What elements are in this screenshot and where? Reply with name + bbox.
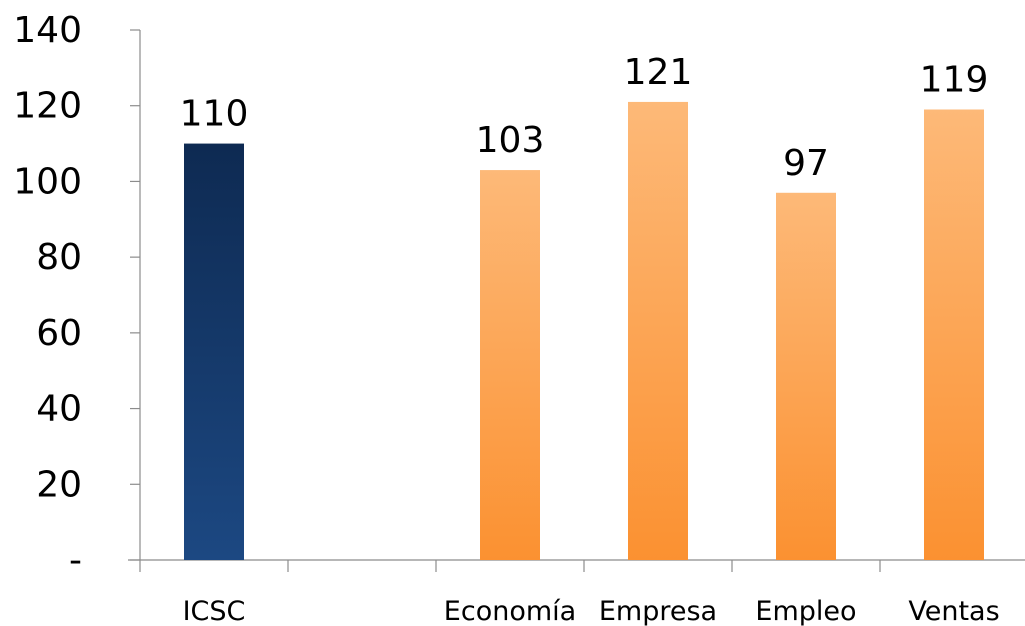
x-category-label: Empleo	[755, 596, 856, 626]
data-label: 119	[920, 60, 989, 101]
y-tick-label: 140	[13, 10, 82, 51]
x-category-label: Empresa	[599, 596, 717, 626]
data-label: 103	[476, 120, 545, 161]
y-tick-label: -	[69, 540, 82, 581]
data-labels: 110 103 121 97 119	[180, 52, 989, 184]
bar-economia	[480, 170, 540, 561]
y-tick-label: 40	[36, 389, 82, 430]
y-tick-label: 60	[36, 313, 82, 354]
x-axis-ticks: ICSC Economía Empresa Empleo Ventas	[139, 560, 1000, 626]
y-tick-label: 100	[13, 161, 82, 202]
x-category-label: Ventas	[908, 596, 999, 626]
data-label: 121	[624, 52, 693, 93]
y-tick-label: 80	[36, 237, 82, 278]
x-category-label: Economía	[444, 596, 576, 626]
bar-empresa	[628, 101, 688, 560]
y-tick-label: 120	[13, 86, 82, 127]
x-category-label: ICSC	[183, 596, 246, 626]
data-label: 97	[783, 143, 829, 184]
y-tick-label: 20	[36, 464, 82, 505]
bar-icsc	[184, 143, 244, 561]
y-axis-ticks: - 20 40 60 80 100 120 140	[13, 10, 140, 581]
bar-empleo	[776, 192, 836, 561]
bars	[184, 101, 984, 561]
data-label: 110	[180, 94, 249, 135]
bar-ventas	[924, 109, 984, 560]
axes	[128, 30, 1025, 561]
